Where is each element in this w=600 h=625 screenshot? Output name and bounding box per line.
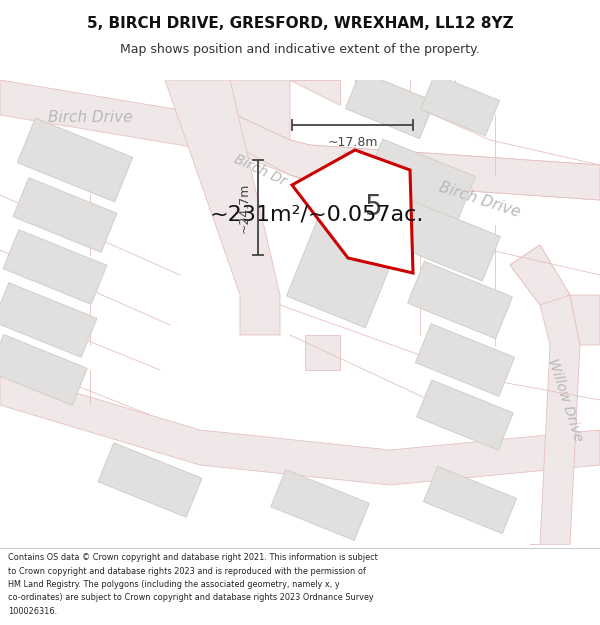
Polygon shape xyxy=(407,261,512,339)
Polygon shape xyxy=(0,80,600,200)
Text: ~17.8m: ~17.8m xyxy=(327,136,378,149)
Polygon shape xyxy=(98,442,202,518)
Text: 5: 5 xyxy=(365,193,382,221)
Polygon shape xyxy=(346,71,434,139)
Text: HM Land Registry. The polygons (including the associated geometry, namely x, y: HM Land Registry. The polygons (includin… xyxy=(8,580,340,589)
Polygon shape xyxy=(0,370,600,485)
Text: Map shows position and indicative extent of the property.: Map shows position and indicative extent… xyxy=(120,44,480,56)
Polygon shape xyxy=(417,380,513,450)
Polygon shape xyxy=(271,469,369,541)
Polygon shape xyxy=(424,466,517,534)
Polygon shape xyxy=(165,80,280,335)
Polygon shape xyxy=(13,177,117,252)
Polygon shape xyxy=(290,80,340,105)
Text: Contains OS data © Crown copyright and database right 2021. This information is : Contains OS data © Crown copyright and d… xyxy=(8,553,378,562)
Text: co-ordinates) are subject to Crown copyright and database rights 2023 Ordnance S: co-ordinates) are subject to Crown copyr… xyxy=(8,594,374,602)
Polygon shape xyxy=(389,199,500,281)
Text: 5, BIRCH DRIVE, GRESFORD, WREXHAM, LL12 8YZ: 5, BIRCH DRIVE, GRESFORD, WREXHAM, LL12 … xyxy=(86,16,514,31)
Polygon shape xyxy=(0,334,87,406)
Text: Birch Drive: Birch Drive xyxy=(437,180,523,220)
Polygon shape xyxy=(510,245,600,345)
Text: Birch Dr: Birch Dr xyxy=(232,152,289,188)
Polygon shape xyxy=(175,80,600,200)
Polygon shape xyxy=(421,74,500,136)
Polygon shape xyxy=(215,80,290,140)
Polygon shape xyxy=(305,335,340,370)
Polygon shape xyxy=(510,245,580,545)
Polygon shape xyxy=(0,282,97,357)
Polygon shape xyxy=(17,118,133,202)
Polygon shape xyxy=(287,152,424,328)
Polygon shape xyxy=(3,230,107,304)
Text: Birch Drive: Birch Drive xyxy=(48,109,132,124)
Polygon shape xyxy=(365,139,475,221)
Polygon shape xyxy=(292,150,413,273)
Text: ~24.7m: ~24.7m xyxy=(238,182,251,232)
Text: to Crown copyright and database rights 2023 and is reproduced with the permissio: to Crown copyright and database rights 2… xyxy=(8,566,366,576)
Polygon shape xyxy=(415,324,515,396)
Text: ~231m²/~0.057ac.: ~231m²/~0.057ac. xyxy=(210,205,424,225)
Text: Willow Drive: Willow Drive xyxy=(545,357,585,443)
Text: 100026316.: 100026316. xyxy=(8,607,57,616)
